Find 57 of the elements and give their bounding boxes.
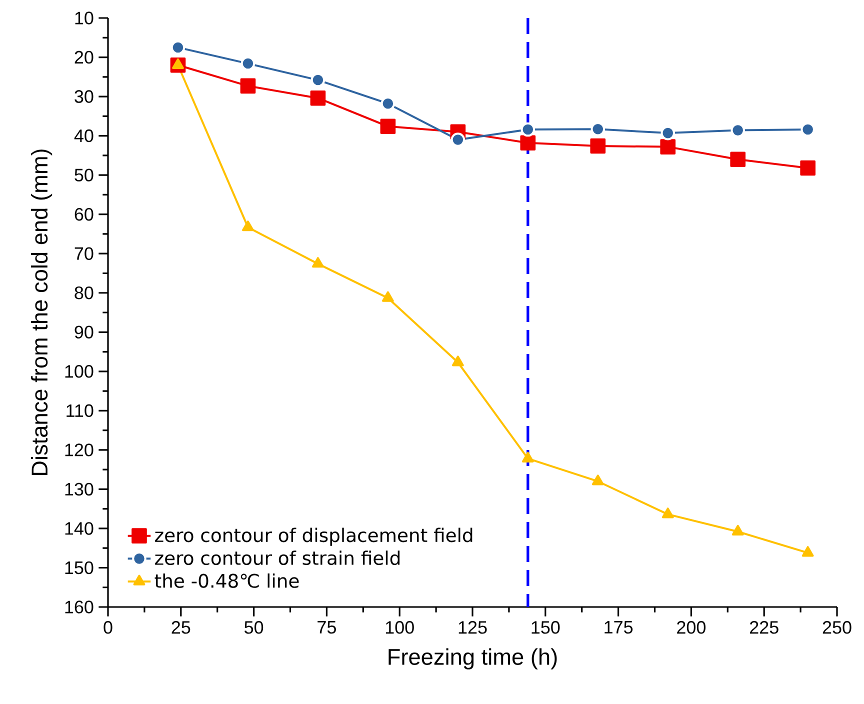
x-tick-label: 75: [318, 621, 336, 634]
x-tick-label: 50: [244, 621, 264, 634]
x-tick-label: 100: [386, 621, 414, 634]
y-tick-label: 90: [74, 326, 94, 339]
y-tick-label: 100: [65, 365, 94, 378]
x-tick-label: 0: [104, 621, 112, 634]
y-tick-label: 140: [65, 522, 94, 535]
point: [450, 132, 466, 147]
point: [240, 56, 256, 71]
y-axis-title: Distance from the cold end (mm): [30, 150, 52, 476]
point: [520, 122, 536, 137]
y-tick-label: 120: [65, 444, 94, 456]
y-tick-label: 150: [65, 561, 94, 574]
x-tick-label: 25: [172, 621, 190, 634]
y-tick-label: 40: [74, 129, 94, 142]
y-tick-label: 70: [74, 247, 94, 260]
x-axis-title: Freezing time (h): [388, 648, 557, 670]
y-tick-label: 60: [74, 208, 94, 221]
point: [310, 90, 326, 106]
y-tick-label: 110: [66, 404, 94, 418]
point: [170, 40, 186, 55]
point: [730, 152, 746, 168]
x-tick-label: 175: [604, 621, 633, 634]
y-tick-label: 130: [65, 482, 94, 496]
point: [590, 138, 606, 154]
point: [802, 546, 814, 557]
point: [522, 452, 534, 462]
point: [660, 126, 676, 140]
x-tick-label: 200: [677, 621, 706, 634]
y-tick-label: 50: [74, 168, 94, 182]
point: [732, 524, 744, 536]
point: [660, 139, 676, 154]
point: [382, 291, 394, 302]
point: [662, 508, 674, 518]
legend-label: the -0.48℃ line: [154, 573, 299, 588]
y-tick-label: 160: [65, 600, 94, 614]
x-tick-label: 150: [532, 621, 560, 634]
point: [520, 135, 536, 151]
y-tick-label: 80: [74, 286, 94, 300]
point: [800, 160, 816, 176]
point: [380, 118, 396, 134]
point: [800, 122, 815, 137]
point: [242, 220, 254, 232]
y-tick-label: 10: [75, 12, 94, 24]
y-tick-label: 20: [74, 50, 94, 64]
legend-label: zero contour of strain field: [155, 550, 400, 566]
point: [312, 257, 324, 268]
point: [592, 474, 604, 486]
x-tick-label: 225: [750, 621, 778, 634]
point: [452, 356, 464, 366]
point: [240, 78, 256, 94]
point: [310, 72, 326, 88]
point: [730, 123, 745, 138]
x-tick-label: 250: [822, 621, 852, 634]
x-tick-label: 125: [458, 621, 487, 634]
legend-label: zero contour of displacement field: [155, 528, 472, 546]
y-tick-label: 30: [74, 90, 94, 103]
